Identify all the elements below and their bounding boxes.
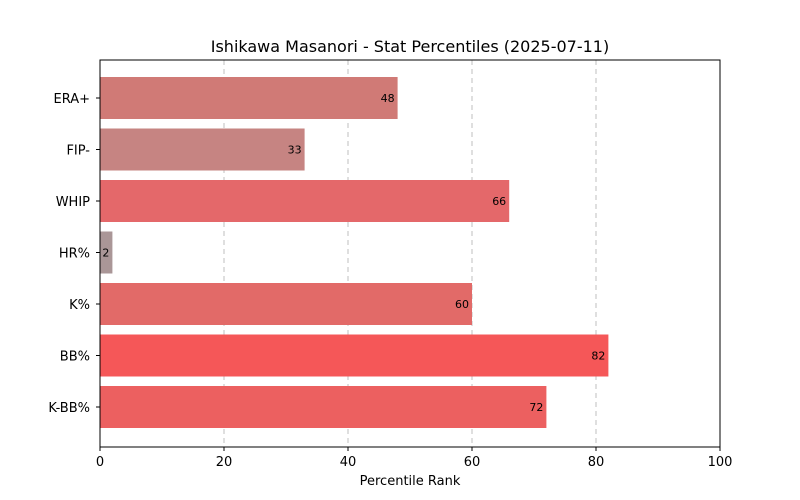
chart-title: Ishikawa Masanori - Stat Percentiles (20… xyxy=(211,37,609,56)
data-label-K-BB%: 72 xyxy=(529,401,543,414)
plot-frame xyxy=(99,59,721,448)
bar-K-BB% xyxy=(100,386,547,428)
y-tick-label-2: WHIP xyxy=(56,195,90,210)
bar-ERA+ xyxy=(100,77,398,119)
y-tick-label-5: BB% xyxy=(60,350,90,365)
bar-HR% xyxy=(100,231,113,274)
x-tick-label-5: 100 xyxy=(708,455,733,470)
data-label-WHIP: 66 xyxy=(492,195,506,208)
axis-layer: 0 20 40 60 80 100 ERA+ FIP- WHIP HR% K% BB% K-BB% xyxy=(48,92,732,470)
x-tick-label-1: 20 xyxy=(216,455,233,470)
y-tick-label-0: ERA+ xyxy=(53,92,90,107)
bar-BB% xyxy=(100,334,609,377)
bar-layer: 48 33 66 2 60 82 72 xyxy=(100,77,609,428)
x-tick-label-2: 40 xyxy=(340,455,357,470)
x-axis-label: Percentile Rank xyxy=(360,474,461,489)
data-label-ERA+: 48 xyxy=(381,92,395,105)
data-label-FIP-: 33 xyxy=(288,144,302,157)
data-label-HR%: 2 xyxy=(102,247,109,260)
y-tick-label-1: FIP- xyxy=(66,144,90,159)
data-label-K%: 60 xyxy=(455,298,469,311)
y-tick-label-6: K-BB% xyxy=(48,401,90,416)
bar-WHIP xyxy=(100,180,510,222)
y-tick-label-4: K% xyxy=(69,298,90,313)
x-tick-label-4: 80 xyxy=(588,455,605,470)
bar-FIP- xyxy=(100,128,305,171)
bar-K% xyxy=(100,283,472,325)
grid-layer xyxy=(223,60,597,447)
y-tick-label-3: HR% xyxy=(59,247,90,262)
x-tick-label-3: 60 xyxy=(464,455,481,470)
x-tick-label-0: 0 xyxy=(96,455,104,470)
data-label-BB%: 82 xyxy=(591,350,605,363)
